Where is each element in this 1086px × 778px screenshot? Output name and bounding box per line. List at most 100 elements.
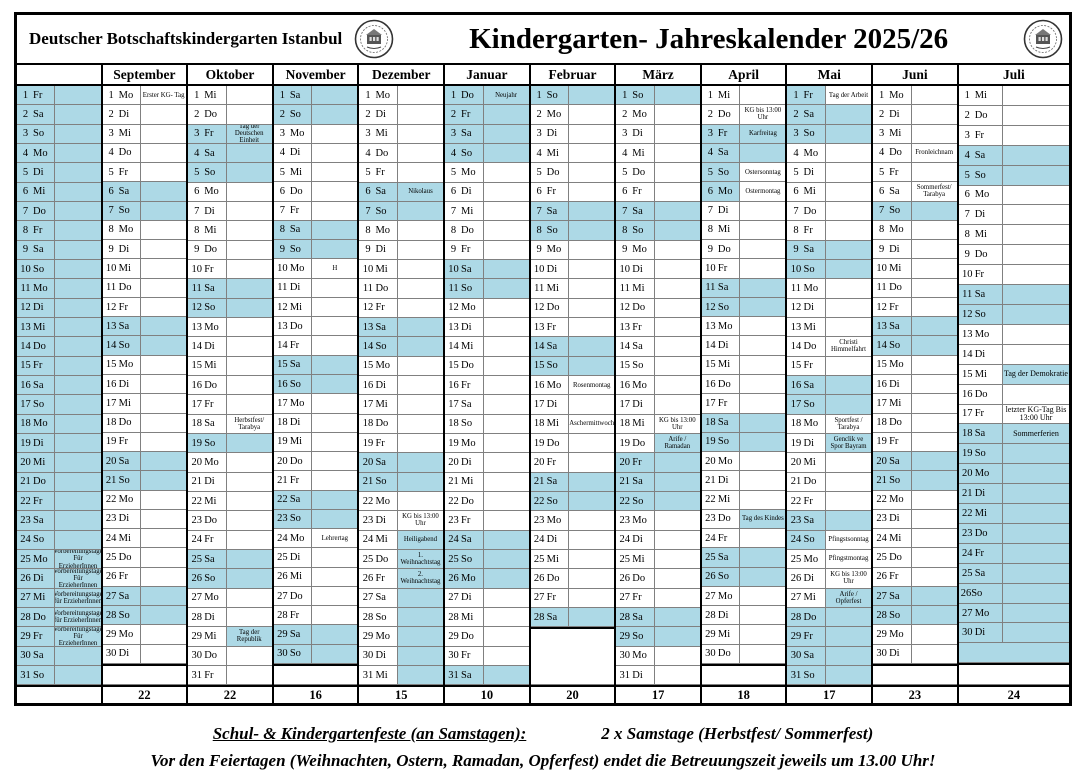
day-number: 19 [619,437,631,449]
weekday-label: Fr [546,592,556,604]
note-cell: Arife / Ramadan [654,433,700,453]
day-cell: 17 Di [616,395,655,414]
note-cell [825,105,872,124]
day-row: 27 Mo [188,588,272,608]
day-cell: 8 Do [445,221,484,240]
day-number: 28 [277,609,288,621]
workdays-count-august [17,685,101,703]
day-cell: 20 Mo [188,453,227,472]
day-row: 16 Fr [445,375,529,396]
day-cell: 29 Mo [359,627,398,646]
day-number: 11 [962,289,973,301]
day-cell: 17 Fr [959,404,1003,424]
day-number: 26 [20,572,31,584]
note-cell [740,356,785,374]
day-number: 7 [964,209,970,221]
day-number: 25 [362,553,374,565]
day-number: 7 [108,205,114,217]
note-cell [398,260,443,278]
day-number: 23 [619,514,631,526]
day-row: 8 Mi [958,225,1070,246]
day-row: 22 Do [445,491,529,512]
day-row: 7 Di [701,201,786,221]
day-number: 27 [876,590,887,602]
day-number: 15 [705,359,716,371]
day-cell: 9 Di [359,240,398,259]
day-cell: 4 Mi [531,143,570,163]
day-number: 12 [533,302,545,314]
weekday-label: Mo [546,108,562,120]
day-cell: 7 Sa [530,201,570,221]
note-cell [141,471,187,490]
day-number: 3 [964,129,970,141]
day-cell: 12 Mi [274,297,313,317]
day-cell: 25 So [445,549,484,569]
day-number: 18 [362,418,374,430]
day-row: 19 Mo [445,433,529,454]
note-cell [912,105,957,123]
day-number: 11 [20,282,31,294]
note-cell [826,473,871,491]
month-column-juli: Juli 1 Mi 2 Do 3 Fr 4 Sa 5 So 6 Mo 7 Di 8 Mi 9 Do 10 Fr 11 Sa 1… [958,65,1070,703]
note-cell [227,202,272,220]
day-number: 25 [961,567,973,579]
note-cell [826,299,871,317]
day-cell: 9 Fr [445,240,484,259]
day-number: 19 [362,437,374,449]
day-row: 21 Do [787,472,872,492]
day-number: 22 [961,507,973,519]
day-row: 28 Do [787,607,872,628]
weekday-label: Sa [803,379,814,391]
day-row: 24 Mi Heiligabend [359,530,444,550]
day-number: 2 [22,108,29,120]
weekday-label: Sa [717,552,729,563]
weekday-label: Di [632,128,643,140]
day-row: 2 Di [102,105,187,125]
day-cell: 12 Fr [873,297,912,317]
day-number: 7 [279,205,285,217]
weekday-label: Do [717,243,731,255]
day-cell: 22 Mi [188,491,227,511]
note-cell [226,143,272,163]
day-row: 26 Mo [445,569,529,589]
day-cell: 22 Mo [873,490,912,509]
day-row: 1 Fr Tag der Arbeit [787,86,872,106]
day-cell: 21 So [102,471,142,490]
note-cell: Vorbereitungstage Für ErzieherInnen [55,549,101,569]
note-cell [484,299,529,317]
note-cell [227,221,272,239]
day-row: 3 So [17,124,101,144]
weekday-label: Mo [204,592,219,604]
day-number: 1 [622,89,628,101]
note-cell [141,144,186,162]
day-number: 20 [876,455,887,467]
day-number: 9 [707,243,713,255]
day-number: 29 [362,630,374,642]
day-row: 21 Sa [530,472,615,492]
note-cell [740,413,786,432]
weekday-label: Di [461,592,472,604]
day-row: 24 Mo Lehrertag [273,529,358,549]
weekday-label: Di [889,648,900,660]
day-number: 1 [194,89,200,101]
day-cell: 6 Di [445,182,484,201]
note-cell [740,491,785,509]
day-number: 17 [790,398,802,410]
weekday-label: Sa [461,398,472,410]
day-cell: 23 Do [702,509,741,529]
weekday-label: Do [632,302,646,314]
day-cell: 10 Mi [359,259,398,279]
note-cell [569,183,614,201]
day-number: 26 [362,572,374,584]
day-number: 29 [448,630,459,642]
day-row: 15 Sa [273,355,358,375]
day-row: 7 Do [17,201,101,222]
day-number: 1 [279,89,285,101]
weekday-label: Mo [803,553,819,565]
day-row: 22 Mi [188,491,272,512]
day-cell: 9 Di [873,240,912,259]
day-number: 8 [450,224,457,236]
day-number: 23 [191,514,202,526]
day-number: 20 [533,456,545,468]
weekday-label: So [632,89,644,101]
